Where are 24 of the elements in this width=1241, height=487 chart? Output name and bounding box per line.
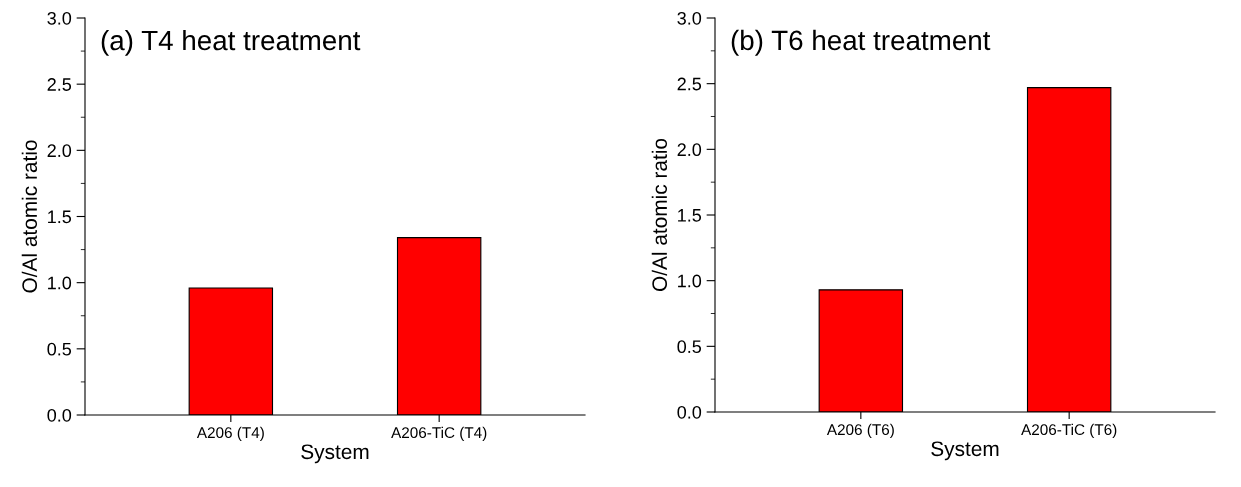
y-tick-label: 3.0 [677, 11, 702, 25]
y-tick-label: 3.0 [47, 11, 72, 25]
y-tick-label: 1.0 [48, 276, 72, 290]
x-axis-title: System [931, 441, 999, 461]
chart-title: (a) T4 heat treatment [101, 29, 361, 56]
x-tick-label: A206-TiC (T4) [391, 426, 487, 442]
y-tick-label: 2.0 [677, 143, 702, 157]
x-tick-label: A206 (T6) [826, 423, 894, 439]
y-tick-label: 2.5 [677, 77, 702, 91]
y-tick-label: 1.5 [48, 210, 72, 224]
y-tick-label: 0.0 [677, 405, 702, 419]
y-tick-label: 1.5 [678, 209, 702, 222]
y-tick-label: 0.5 [677, 340, 702, 354]
y-tick-label: 0.0 [47, 408, 72, 422]
y-tick-label: 1.0 [678, 274, 702, 288]
y-axis-title: O/Al atomic ratio [21, 140, 38, 293]
x-tick-label: A206 (T4) [196, 426, 264, 442]
chart-title: (b) T6 heat treatment [731, 29, 991, 56]
x-tick-label: A206-TiC (T6) [1021, 423, 1117, 439]
y-tick-label: 2.5 [47, 78, 72, 91]
x-axis-title: System [301, 444, 369, 464]
y-tick-label: 0.5 [47, 342, 72, 356]
y-axis-title: O/Al atomic ratio [651, 138, 668, 291]
y-tick-label: 2.0 [47, 144, 72, 158]
